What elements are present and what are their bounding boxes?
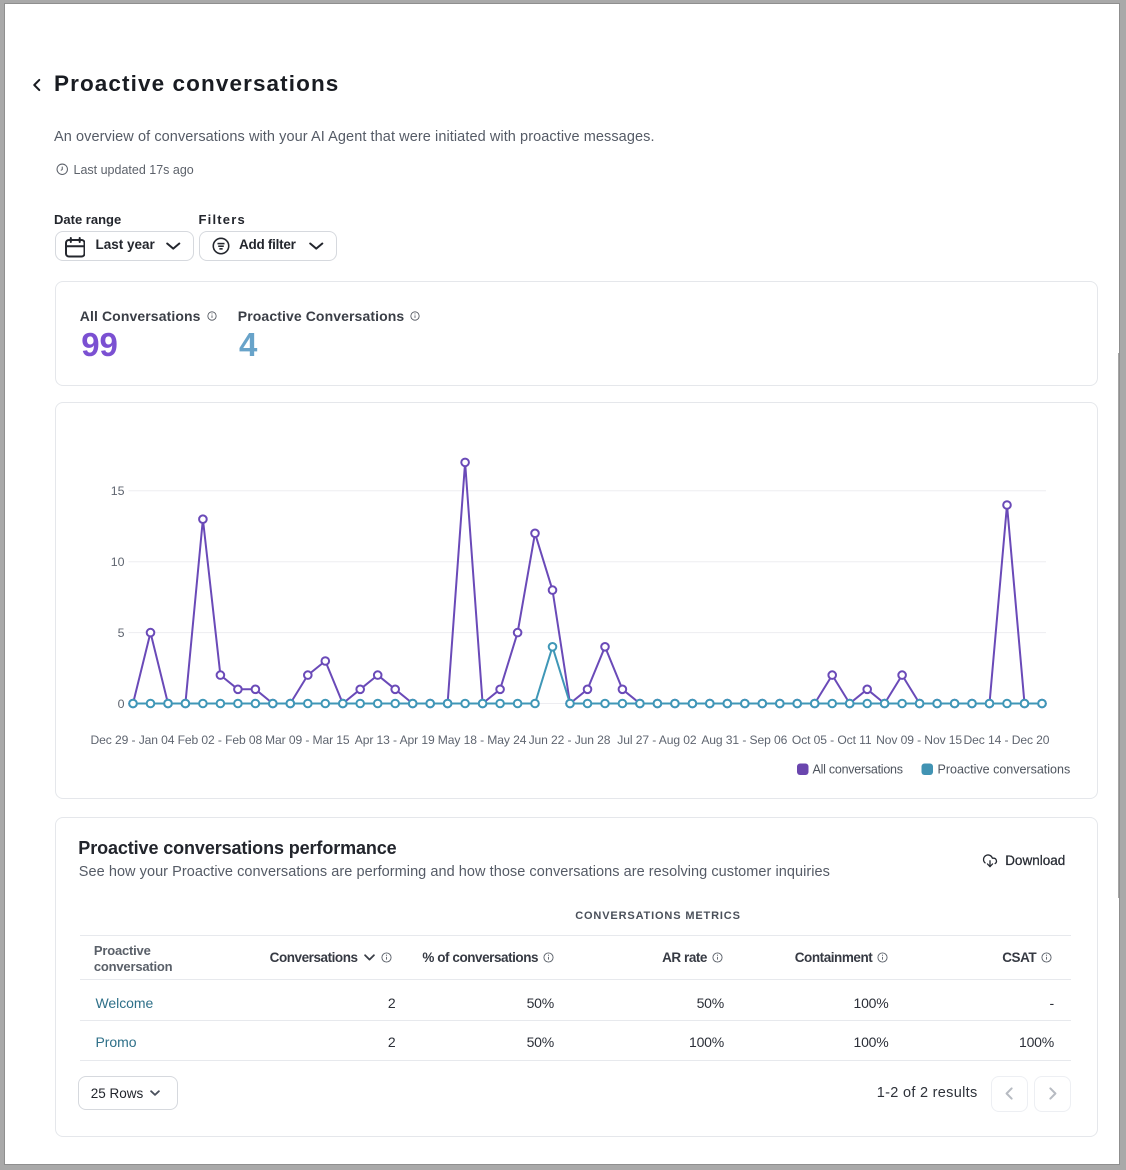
svg-text:All conversations: All conversations (812, 762, 902, 776)
svg-text:Dec 14 - Dec 20: Dec 14 - Dec 20 (963, 732, 1049, 746)
svg-text:Aug 31 - Sep 06: Aug 31 - Sep 06 (701, 732, 787, 746)
svg-text:May 18 - May 24: May 18 - May 24 (437, 732, 526, 746)
svg-text:Apr 13 - Apr 19: Apr 13 - Apr 19 (354, 732, 434, 746)
svg-text:Feb 02 - Feb 08: Feb 02 - Feb 08 (177, 732, 262, 746)
svg-text:5: 5 (117, 625, 124, 639)
svg-text:Jul 27 - Aug 02: Jul 27 - Aug 02 (617, 732, 697, 746)
svg-text:Proactive conversations: Proactive conversations (937, 762, 1070, 776)
svg-text:15: 15 (110, 484, 124, 498)
svg-text:10: 10 (110, 555, 124, 569)
svg-text:Dec 29 - Jan 04: Dec 29 - Jan 04 (90, 732, 174, 746)
svg-text:Oct 05 - Oct 11: Oct 05 - Oct 11 (791, 732, 871, 746)
svg-text:Nov 09 - Nov 15: Nov 09 - Nov 15 (876, 732, 962, 746)
svg-text:Mar 09 - Mar 15: Mar 09 - Mar 15 (265, 732, 350, 746)
svg-text:0: 0 (117, 696, 124, 710)
svg-text:Jun 22 - Jun 28: Jun 22 - Jun 28 (528, 732, 610, 746)
